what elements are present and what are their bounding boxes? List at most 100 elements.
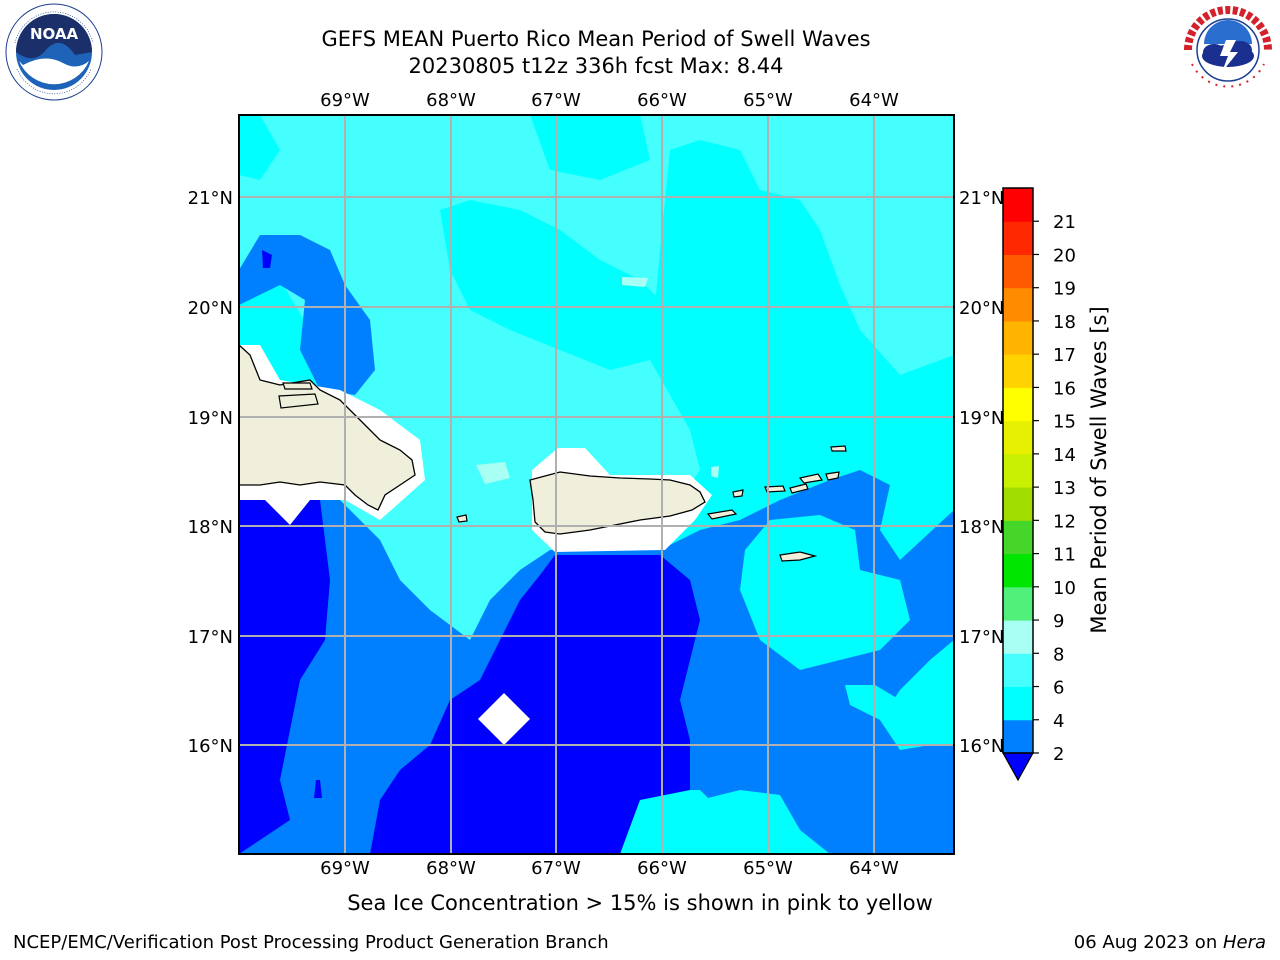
band-4-6-pocket	[680, 790, 820, 854]
footer-date-text: 06 Aug 2023 on	[1073, 932, 1223, 953]
lon-label-top: 69°W	[320, 90, 370, 111]
lat-label-right: 21°N	[959, 188, 1004, 209]
noaa-logo-icon: NOAA	[5, 3, 103, 101]
land-hispaniola	[239, 344, 416, 511]
lon-label-bottom: 69°W	[320, 858, 370, 879]
colorbar-band	[1003, 553, 1033, 588]
colorbar-tick-label: 11	[1053, 545, 1076, 566]
land-st-croix	[779, 551, 818, 562]
lat-label-right: 16°N	[959, 736, 1004, 757]
footer-date: 06 Aug 2023 on Hera	[1074, 932, 1266, 953]
colorbar-tick-label: 17	[1053, 345, 1076, 366]
colorbar-band	[1003, 254, 1033, 289]
land-sombrero	[830, 445, 847, 452]
colorbar-band	[1003, 719, 1033, 754]
lon-label-top: 64°W	[849, 90, 899, 111]
lat-label-left: 20°N	[188, 298, 233, 319]
lat-label-left: 18°N	[188, 517, 233, 538]
lon-label-top: 67°W	[531, 90, 581, 111]
band-4-6-pocket	[845, 680, 954, 750]
band-0-2	[239, 500, 330, 854]
band-8-9	[476, 462, 510, 484]
lon-label-bottom: 64°W	[849, 858, 899, 879]
colorbar-band	[1003, 221, 1033, 255]
colorbar-band	[1003, 188, 1033, 222]
land-gonave	[278, 393, 319, 409]
band-4-6-pocket	[239, 115, 280, 180]
nws-logo-icon	[1180, 2, 1276, 98]
lat-label-right: 19°N	[959, 408, 1004, 429]
colorbar-tick-label: 15	[1053, 412, 1076, 433]
colorbar-tick-label: 18	[1053, 312, 1076, 333]
colorbar-band	[1003, 354, 1033, 388]
colorbar-under-triangle	[1001, 752, 1035, 782]
land-virgin-gorda	[798, 473, 824, 484]
colorbar-tick-label: 9	[1053, 611, 1064, 632]
lat-label-right: 17°N	[959, 627, 1004, 648]
lon-label-top: 66°W	[637, 90, 687, 111]
land-saona	[456, 514, 468, 523]
noaa-logo-text: NOAA	[30, 25, 79, 43]
land-st-john	[764, 485, 786, 493]
land-tortola	[789, 483, 809, 494]
band-0-2	[262, 250, 272, 268]
colorbar-band	[1003, 387, 1033, 422]
map-title: GEFS MEAN Puerto Rico Mean Period of Swe…	[321, 27, 871, 51]
land-vieques	[706, 509, 738, 520]
land-st-thomas	[732, 489, 744, 498]
masked-area-ocean	[478, 693, 530, 745]
colorbar-band	[1003, 620, 1033, 654]
land-anegada	[825, 471, 840, 481]
lat-label-left: 19°N	[188, 408, 233, 429]
graticule	[239, 115, 954, 854]
colorbar-band	[1003, 487, 1033, 521]
band-4-6-pocket	[530, 115, 650, 180]
colorbar-band	[1003, 520, 1033, 555]
colorbar-tick-label: 20	[1053, 245, 1076, 266]
colorbar-band	[1003, 653, 1033, 688]
colorbar-band	[1003, 586, 1033, 621]
footer-host: Hera	[1222, 932, 1266, 953]
colorbar: 2 4 6 8 9 10 11 12 13 14 15 16 17 18 19 20 21 Mean Perio…	[1001, 187, 1111, 782]
colorbar-tick-label: 16	[1053, 378, 1076, 399]
colorbar-tick-label: 21	[1053, 212, 1076, 233]
lat-label-left: 17°N	[188, 627, 233, 648]
colorbar-tick-label: 4	[1053, 711, 1064, 732]
band-8-9	[622, 277, 648, 287]
sea-ice-caption: Sea Ice Concentration > 15% is shown in …	[347, 891, 933, 915]
colorbar-tick-label: 8	[1053, 644, 1064, 665]
band-8-9	[711, 466, 719, 478]
lon-label-bottom: 65°W	[743, 858, 793, 879]
colorbar-tick-label: 14	[1053, 445, 1076, 466]
lat-label-right: 20°N	[959, 298, 1004, 319]
colorbar-band	[1003, 686, 1033, 721]
footer-credit: NCEP/EMC/Verification Post Processing Pr…	[13, 932, 609, 953]
colorbar-tick-label: 6	[1053, 678, 1064, 699]
band-0-2	[370, 555, 700, 854]
colorbar-band	[1003, 287, 1033, 322]
lon-label-bottom: 68°W	[426, 858, 476, 879]
colorbar-frame	[1002, 187, 1034, 754]
lat-label-left: 21°N	[188, 188, 233, 209]
land-tortuga	[282, 382, 313, 390]
band-4-6-pocket	[845, 600, 865, 620]
lat-label-left: 16°N	[188, 736, 233, 757]
colorbar-label: Mean Period of Swell Waves [s]	[1087, 306, 1111, 633]
colorbar-tick-label: 19	[1053, 279, 1076, 300]
colorbar-band	[1003, 453, 1033, 488]
lon-label-bottom: 67°W	[531, 858, 581, 879]
band-2-4	[239, 235, 375, 395]
lat-label-right: 18°N	[959, 517, 1004, 538]
colorbar-tick-label: 2	[1053, 744, 1064, 765]
band-4-6-pocket	[740, 515, 910, 670]
map-subtitle: 20230805 t12z 336h fcst Max: 8.44	[408, 54, 784, 78]
lon-label-top: 68°W	[426, 90, 476, 111]
band-0-2	[314, 780, 322, 798]
band-6-8	[239, 115, 954, 690]
map-frame	[238, 114, 955, 855]
band-4-6-pocket	[440, 200, 660, 370]
colorbar-tick-label: 12	[1053, 511, 1076, 532]
lon-label-bottom: 66°W	[637, 858, 687, 879]
colorbar-tick-label: 10	[1053, 578, 1076, 599]
